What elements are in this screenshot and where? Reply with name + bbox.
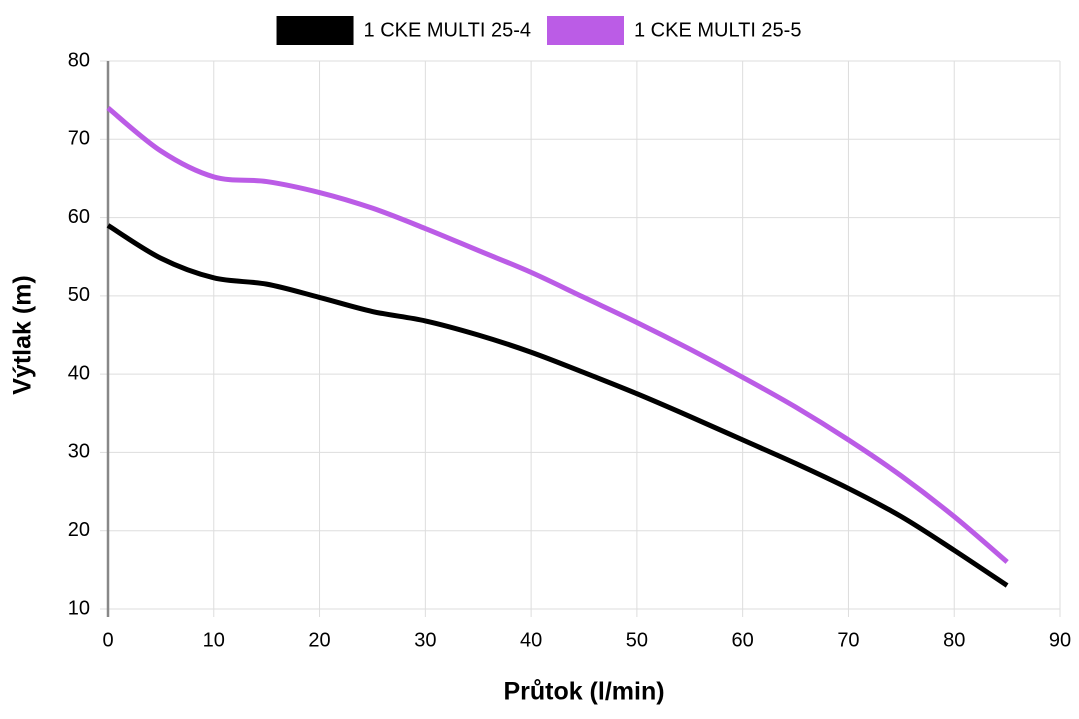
x-tick-label: 10 xyxy=(203,629,225,651)
y-axis-title: Výtlak (m) xyxy=(9,275,37,394)
x-tick-label: 60 xyxy=(732,629,754,651)
y-tick-label: 30 xyxy=(68,441,90,463)
x-tick-label: 80 xyxy=(943,629,965,651)
series-line xyxy=(106,223,1009,588)
y-tick-label: 80 xyxy=(68,49,90,71)
x-tick-label: 0 xyxy=(102,629,113,651)
x-tick-label: 30 xyxy=(414,629,436,651)
legend-swatch xyxy=(547,16,624,45)
x-tick-label: 50 xyxy=(626,629,648,651)
x-axis-title: Průtok (l/min) xyxy=(503,678,664,706)
series-line xyxy=(106,106,1009,564)
x-tick-label: 20 xyxy=(308,629,330,651)
legend-swatch xyxy=(276,16,354,45)
x-tick-label: 70 xyxy=(837,629,859,651)
y-tick-label: 40 xyxy=(68,362,90,384)
y-tick-label: 70 xyxy=(68,128,90,150)
y-tick-label: 10 xyxy=(68,597,90,619)
y-tick-label: 60 xyxy=(68,206,90,228)
x-tick-label: 40 xyxy=(520,629,542,651)
y-tick-label: 50 xyxy=(68,284,90,306)
legend-label: 1 CKE MULTI 25-5 xyxy=(634,19,801,41)
x-tick-label: 90 xyxy=(1049,629,1071,651)
legend-label: 1 CKE MULTI 25-4 xyxy=(364,19,531,41)
y-tick-label: 20 xyxy=(68,519,90,541)
